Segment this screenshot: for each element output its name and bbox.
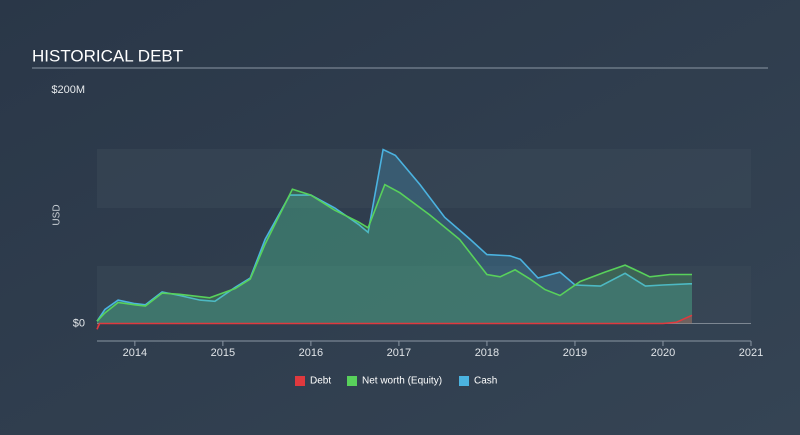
legend-swatch [347, 376, 357, 386]
x-tick-label: 2018 [475, 347, 499, 359]
y-axis-label: USD [52, 204, 63, 225]
y-tick-label: $0 [73, 317, 85, 329]
series-area [97, 149, 692, 324]
series-line [96, 314, 693, 330]
x-tick-label: 2017 [387, 347, 411, 359]
y-tick-label: $200M [51, 84, 85, 96]
chart-title: HISTORICAL DEBT [32, 46, 183, 65]
legend-swatch [295, 376, 305, 386]
x-tick-label: 2014 [123, 347, 147, 359]
legend-swatch [459, 376, 469, 386]
x-tick-label: 2016 [299, 347, 323, 359]
x-tick-label: 2020 [651, 347, 675, 359]
legend-label: Cash [474, 376, 497, 387]
legend-label: Net worth (Equity) [362, 376, 442, 387]
x-tick-label: 2021 [739, 347, 763, 359]
plot-band [97, 149, 751, 208]
series-line [96, 183, 692, 322]
x-tick-label: 2019 [563, 347, 587, 359]
x-tick-label: 2015 [211, 347, 235, 359]
legend-label: Debt [310, 376, 331, 387]
plot-band [97, 266, 751, 324]
